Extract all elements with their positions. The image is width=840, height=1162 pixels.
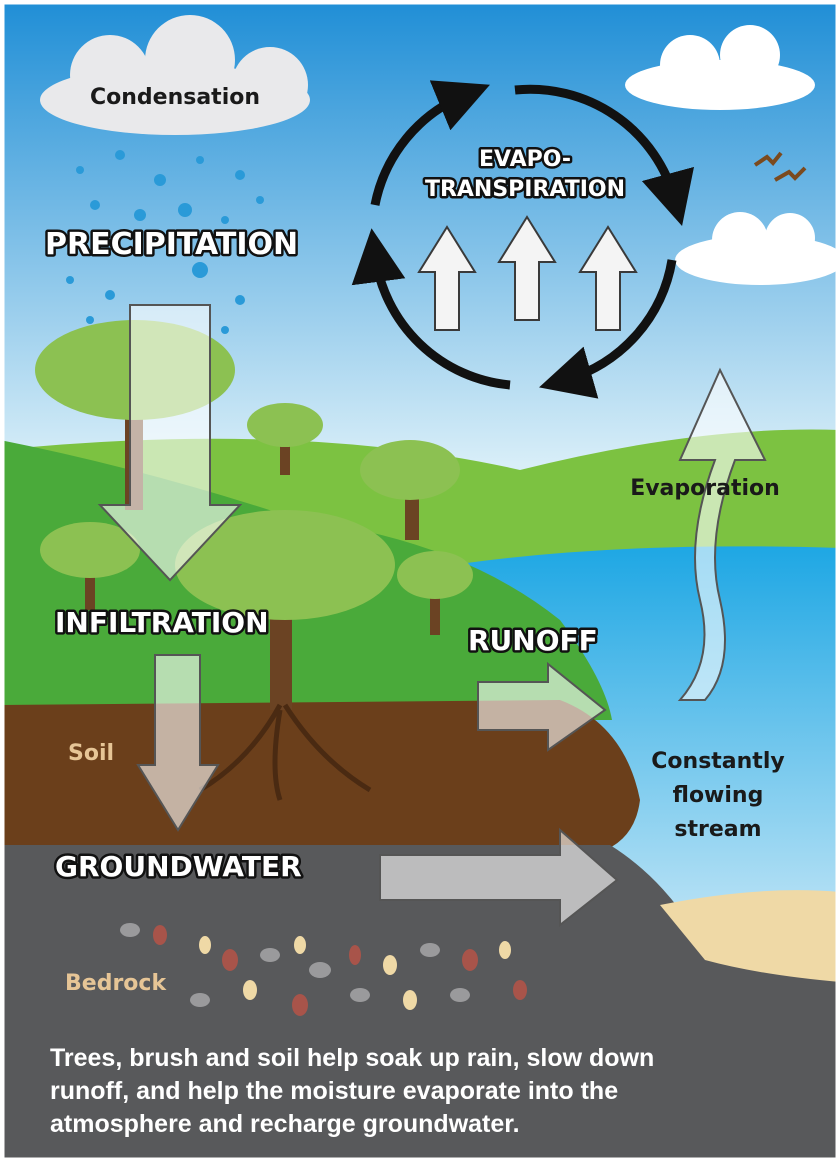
infiltration-label: INFILTRATION [55, 606, 269, 639]
stream-label: Constantly [651, 749, 784, 774]
precipitation-label: PRECIPITATION [45, 227, 298, 262]
condensation-label: Condensation [90, 85, 260, 110]
evapotranspiration-label: EVAPO- [479, 147, 571, 172]
water-cycle-diagram: Condensation PRECIPITATION EVAPO- TRANSP… [0, 0, 840, 1162]
bedrock-label: Bedrock [65, 971, 167, 996]
caption-line: Trees, brush and soil help soak up rain,… [50, 1044, 654, 1072]
caption-line: runoff, and help the moisture evaporate … [50, 1077, 618, 1105]
evapotranspiration-label: TRANSPIRATION [425, 177, 625, 202]
runoff-label: RUNOFF [468, 624, 598, 657]
caption-line: atmosphere and recharge groundwater. [50, 1110, 520, 1138]
stream-label: flowing [673, 783, 764, 808]
soil-label: Soil [68, 741, 114, 766]
stream-label: stream [674, 817, 761, 842]
evaporation-label: Evaporation [630, 476, 780, 501]
groundwater-label: GROUNDWATER [55, 850, 302, 883]
